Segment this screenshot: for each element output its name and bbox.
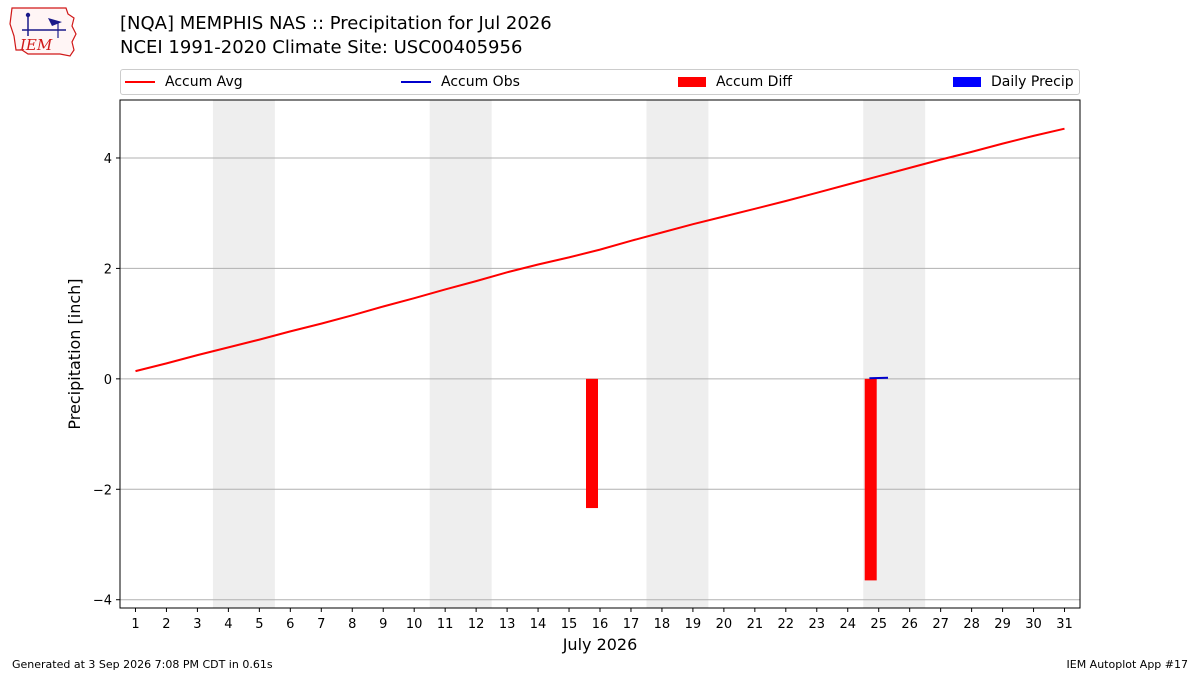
legend-label-daily-precip: Daily Precip <box>991 74 1074 90</box>
legend-item-accum-obs: Accum Obs <box>401 70 520 94</box>
x-tick-label: 13 <box>499 617 516 632</box>
x-tick-label: 2 <box>162 617 170 632</box>
x-tick-label: 21 <box>747 617 764 632</box>
chart-subtitle: NCEI 1991-2020 Climate Site: USC00405956 <box>120 37 523 58</box>
x-tick-label: 8 <box>348 617 356 632</box>
line-accum-avg <box>135 127 1065 373</box>
legend-item-accum-avg: Accum Avg <box>125 70 243 94</box>
footer-app-label: IEM Autoplot App #17 <box>1066 658 1189 671</box>
x-tick-label: 28 <box>963 617 980 632</box>
bar-accum-diff <box>586 378 598 509</box>
x-tick-label: 5 <box>255 617 263 632</box>
x-tick-label: 26 <box>901 617 918 632</box>
legend-swatch-accum-obs <box>401 81 431 83</box>
legend-item-daily-precip: Daily Precip <box>953 70 1074 94</box>
legend-swatch-accum-avg <box>125 81 155 83</box>
x-tick-label: 16 <box>592 617 609 632</box>
weekend-shade <box>646 100 709 608</box>
y-tick-label: −4 <box>93 594 112 609</box>
x-tick-label: 18 <box>654 617 671 632</box>
chart-title: [NQA] MEMPHIS NAS :: Precipitation for J… <box>120 13 552 34</box>
x-tick-label: 30 <box>1025 617 1042 632</box>
x-tick-label: 14 <box>530 617 547 632</box>
y-tick-label: 4 <box>104 152 112 167</box>
footer-generated-text: Generated at 3 Sep 2026 7:08 PM CDT in 0… <box>12 658 273 671</box>
legend-item-accum-diff: Accum Diff <box>678 70 792 94</box>
legend-swatch-daily-precip <box>953 77 981 87</box>
x-tick-label: 27 <box>932 617 949 632</box>
x-tick-label: 9 <box>379 617 387 632</box>
x-tick-label: 15 <box>561 617 578 632</box>
line-accum-obs <box>869 376 889 380</box>
x-tick-label: 31 <box>1056 617 1073 632</box>
y-tick-label: 0 <box>104 373 112 388</box>
x-tick-label: 24 <box>839 617 856 632</box>
x-tick-label: 7 <box>317 617 325 632</box>
x-tick-label: 23 <box>809 617 826 632</box>
legend-swatch-accum-diff <box>678 77 706 87</box>
x-tick-label: 6 <box>286 617 294 632</box>
x-tick-label: 19 <box>685 617 702 632</box>
bar-accum-diff <box>864 378 877 581</box>
weekend-shade <box>429 100 492 608</box>
x-tick-label: 3 <box>193 617 201 632</box>
x-tick-label: 10 <box>406 617 423 632</box>
y-tick-label: −2 <box>93 483 112 498</box>
x-tick-label: 22 <box>778 617 795 632</box>
x-tick-label: 12 <box>468 617 485 632</box>
x-tick-label: 17 <box>623 617 640 632</box>
iem-logo: IEM <box>9 7 77 57</box>
y-tick-label: 2 <box>104 262 112 277</box>
legend: Accum Avg Accum Obs Accum Diff Daily Pre… <box>120 69 1080 95</box>
plot-frame <box>119 99 1081 609</box>
y-axis-label: Precipitation [inch] <box>65 278 84 429</box>
legend-label-accum-obs: Accum Obs <box>441 74 520 90</box>
x-axis-label: July 2026 <box>562 635 638 654</box>
x-tick-label: 1 <box>131 617 139 632</box>
weekend-shade <box>212 100 275 608</box>
legend-label-accum-avg: Accum Avg <box>165 74 243 90</box>
x-tick-label: 11 <box>437 617 454 632</box>
x-tick-label: 25 <box>870 617 887 632</box>
x-tick-label: 4 <box>224 617 232 632</box>
svg-text:IEM: IEM <box>19 36 53 54</box>
legend-label-accum-diff: Accum Diff <box>716 74 793 90</box>
x-tick-label: 20 <box>716 617 733 632</box>
x-tick-label: 29 <box>994 617 1011 632</box>
